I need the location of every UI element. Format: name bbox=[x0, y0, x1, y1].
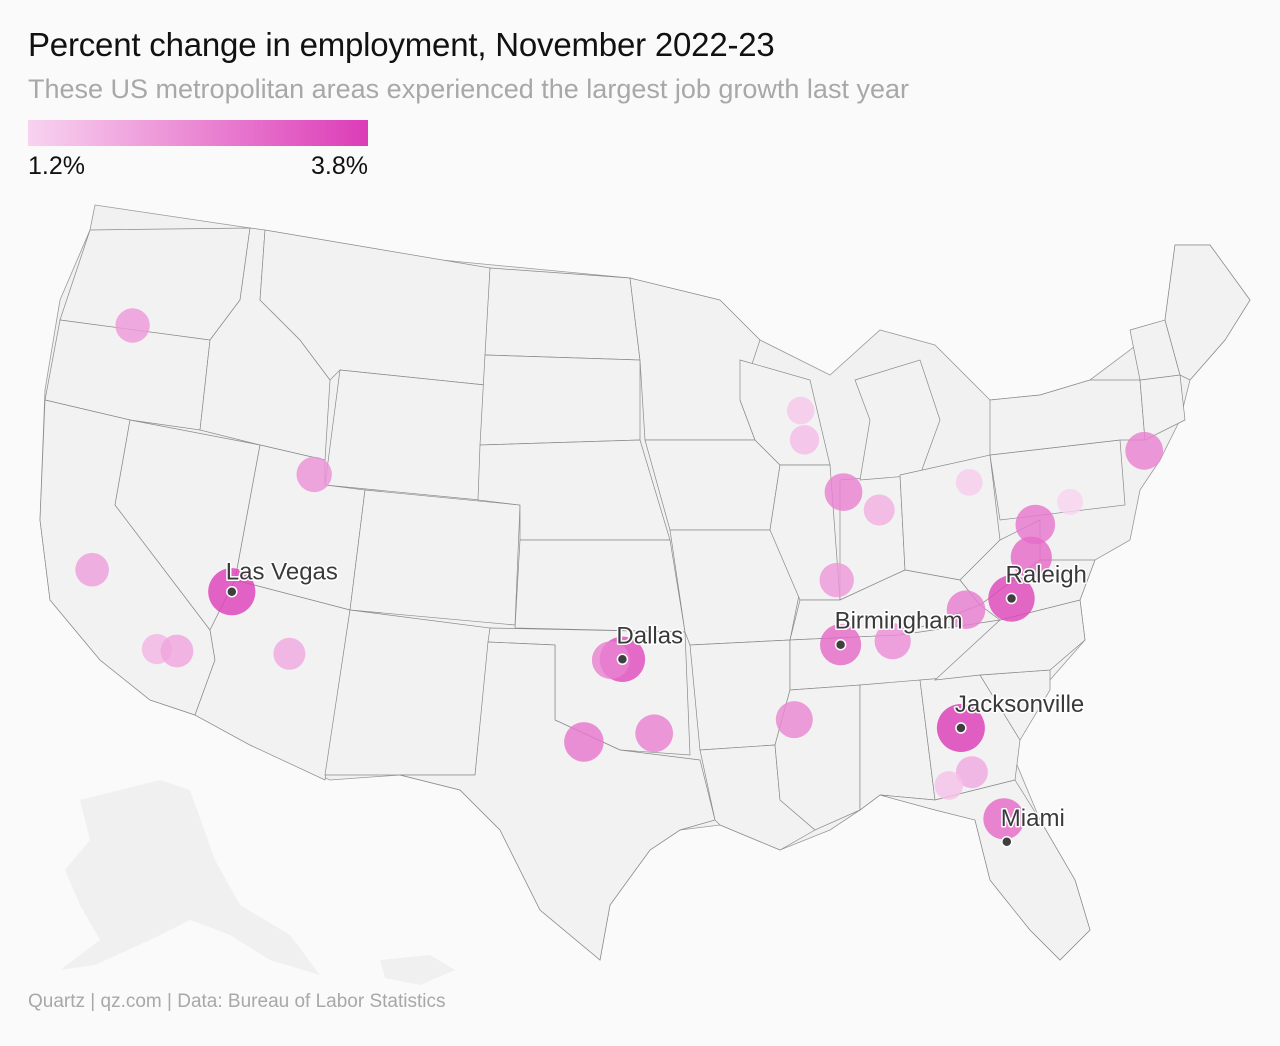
metro-bubble-9 bbox=[296, 456, 332, 493]
state-new-mexico bbox=[324, 609, 491, 776]
metro-bubble-19 bbox=[824, 473, 863, 511]
metro-bubble-30 bbox=[934, 771, 964, 800]
state-north-dakota bbox=[484, 267, 641, 361]
metro-bubble-29 bbox=[955, 756, 988, 789]
metro-bubble-17 bbox=[786, 396, 815, 425]
city-label-las-vegas: Las Vegas bbox=[226, 559, 338, 586]
metro-bubble-10 bbox=[75, 552, 109, 587]
city-dot-miami bbox=[1001, 836, 1013, 848]
state-colorado bbox=[349, 489, 521, 626]
state-kansas bbox=[514, 539, 686, 633]
city-label-birmingham: Birmingham bbox=[835, 608, 963, 635]
state-minnesota bbox=[629, 277, 761, 441]
metro-bubble-14 bbox=[564, 722, 604, 762]
metro-bubble-2 bbox=[591, 641, 630, 679]
metro-bubble-28 bbox=[1125, 431, 1164, 470]
city-dot-las-vegas bbox=[226, 585, 238, 598]
metro-bubble-13 bbox=[273, 637, 306, 670]
state-oregon bbox=[44, 319, 211, 431]
metro-bubble-8 bbox=[115, 308, 150, 343]
metro-bubble-12 bbox=[160, 634, 194, 668]
metro-bubble-25 bbox=[1015, 504, 1056, 545]
alaska-shape bbox=[60, 780, 320, 975]
city-labels: Las Vegas Dallas Raleigh Birmingham Jacksonv… bbox=[224, 557, 1088, 848]
metro-bubble-27 bbox=[1057, 488, 1084, 515]
city-label-dallas: Dallas bbox=[616, 622, 683, 649]
state-arkansas bbox=[689, 639, 791, 751]
state-new-england-south bbox=[1139, 374, 1186, 441]
metro-bubble-21 bbox=[819, 562, 854, 598]
city-dot-dallas bbox=[616, 653, 629, 666]
state-south-dakota bbox=[479, 354, 641, 446]
metro-bubble-23 bbox=[946, 590, 986, 629]
legend-max-label: 3.8% bbox=[311, 152, 368, 180]
metro-bubble-24 bbox=[955, 469, 983, 496]
state-washington bbox=[59, 227, 251, 341]
metro-bubble-26 bbox=[1010, 536, 1052, 578]
state-wyoming bbox=[324, 369, 486, 501]
metro-bubble-18 bbox=[789, 425, 820, 455]
city-label-raleigh: Raleigh bbox=[1006, 562, 1087, 589]
city-label-miami: Miami bbox=[1001, 805, 1065, 832]
metro-bubble-20 bbox=[863, 494, 895, 526]
alaska-hawaii-background bbox=[60, 780, 455, 985]
metro-bubble-16 bbox=[775, 701, 813, 739]
state-florida bbox=[879, 779, 1091, 961]
metro-bubble-22 bbox=[874, 623, 911, 660]
source-credit: Quartz | qz.com | Data: Bureau of Labor … bbox=[28, 991, 446, 1012]
city-dot-raleigh bbox=[1005, 592, 1018, 605]
chart-title: Percent change in employment, November 2… bbox=[28, 26, 775, 63]
metro-bubble-7 bbox=[983, 798, 1025, 840]
city-dot-birmingham bbox=[834, 638, 847, 651]
chart-subtitle: These US metropolitan areas experienced … bbox=[28, 74, 909, 104]
state-maine bbox=[1164, 244, 1251, 381]
city-dot-jacksonville bbox=[955, 722, 967, 734]
city-label-jacksonville: Jacksonville bbox=[955, 691, 1084, 718]
color-scale-legend bbox=[28, 120, 368, 146]
metro-bubble-15 bbox=[635, 714, 674, 753]
hawaii-shape bbox=[380, 955, 455, 985]
legend-min-label: 1.2% bbox=[28, 152, 85, 180]
